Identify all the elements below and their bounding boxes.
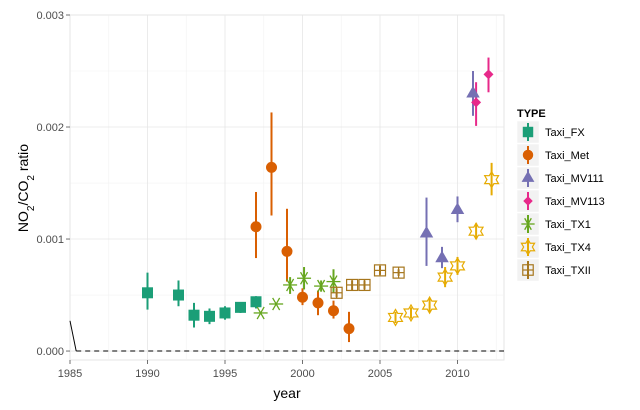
legend-label-taxi-mv111: Taxi_MV111 bbox=[545, 173, 604, 185]
data-point-taxi-tx4 bbox=[468, 221, 485, 241]
legend-item-taxi-fx: Taxi_FX bbox=[516, 120, 585, 144]
data-point-taxi-fx bbox=[188, 309, 200, 321]
data-point-taxi-fx bbox=[142, 287, 153, 299]
edge-segment-line bbox=[69, 320, 77, 352]
data-point-taxi-txii bbox=[358, 278, 371, 292]
legend-key-symbol bbox=[522, 126, 534, 138]
data-point-taxi-tx1 bbox=[314, 279, 329, 293]
legend-item-taxi-txii: Taxi_TXII bbox=[516, 258, 591, 282]
data-point-taxi-mv113 bbox=[471, 97, 482, 108]
data-point-taxi-tx4 bbox=[483, 170, 500, 189]
data-point-taxi-txii bbox=[392, 266, 405, 279]
legend-title: TYPE bbox=[517, 108, 546, 120]
data-point-taxi-txii bbox=[346, 278, 359, 292]
y-axis-title: NO2/CO2 ratio bbox=[15, 144, 37, 232]
data-point-taxi-mv113 bbox=[483, 69, 494, 80]
data-point-taxi-mv111 bbox=[450, 202, 465, 215]
data-point-taxi-tx4 bbox=[387, 308, 404, 327]
data-point-taxi-txii bbox=[330, 286, 343, 299]
data-point-taxi-mv111 bbox=[466, 85, 480, 98]
x-tick-label: 2010 bbox=[445, 368, 469, 380]
data-point-taxi-met bbox=[266, 161, 277, 173]
legend-label-taxi-txii: Taxi_TXII bbox=[545, 265, 591, 277]
legend-label-taxi-mv113: Taxi_MV113 bbox=[545, 196, 605, 208]
legend-item-taxi-mv113: Taxi_MV113 bbox=[516, 189, 605, 213]
data-point-taxi-tx4 bbox=[449, 256, 466, 276]
data-point-taxi-mv111 bbox=[419, 225, 434, 238]
data-point-taxi-fx bbox=[250, 296, 262, 308]
data-point-taxi-fx bbox=[235, 301, 246, 313]
data-points bbox=[142, 69, 500, 335]
data-point-taxi-tx1 bbox=[283, 278, 298, 292]
data-point-taxi-tx4 bbox=[421, 295, 438, 315]
legend-key-symbol bbox=[521, 170, 535, 182]
legend-key-symbol bbox=[522, 149, 534, 161]
legend: TYPE Taxi_FX Taxi_Met Taxi_MV111 Taxi_MV113… bbox=[516, 108, 605, 282]
data-point-taxi-met bbox=[297, 291, 308, 303]
y-tick-label: 0.002 bbox=[36, 122, 64, 134]
legend-key-symbol bbox=[523, 196, 533, 206]
data-point-taxi-tx1 bbox=[253, 306, 268, 320]
data-point-taxi-fx bbox=[204, 310, 215, 322]
data-point-taxi-mv111 bbox=[435, 250, 449, 263]
data-point-taxi-met bbox=[250, 221, 262, 233]
legend-key-symbol bbox=[522, 264, 534, 276]
data-point-taxi-tx1 bbox=[326, 275, 341, 288]
data-point-taxi-met bbox=[328, 305, 339, 317]
x-tick-label: 1985 bbox=[58, 368, 82, 380]
data-point-taxi-met bbox=[281, 245, 293, 257]
data-point-taxi-tx4 bbox=[403, 303, 419, 323]
axis-ticks: 1985 1990 1995 2000 2005 2010 0.000 0.001 0.002 0… bbox=[36, 10, 469, 380]
y-tick-label: 0.000 bbox=[36, 346, 64, 358]
reference-lines bbox=[69, 320, 504, 352]
plot-panel bbox=[69, 14, 505, 361]
data-point-taxi-met bbox=[343, 323, 355, 335]
legend-key-symbol bbox=[521, 217, 535, 231]
data-point-taxi-txii bbox=[373, 264, 387, 277]
legend-label-taxi-met: Taxi_Met bbox=[545, 150, 589, 162]
data-point-taxi-fx bbox=[173, 289, 184, 301]
x-axis-title: year bbox=[273, 385, 301, 401]
y-tick-label: 0.003 bbox=[36, 10, 64, 22]
data-point-taxi-tx1 bbox=[297, 271, 312, 285]
data-point-taxi-fx bbox=[219, 307, 231, 319]
legend-label-taxi-tx4: Taxi_TX4 bbox=[545, 242, 591, 254]
x-tick-label: 1995 bbox=[213, 368, 237, 380]
data-point-taxi-tx4 bbox=[437, 267, 454, 287]
legend-item-taxi-tx1: Taxi_TX1 bbox=[516, 212, 591, 236]
legend-label-taxi-tx1: Taxi_TX1 bbox=[545, 219, 591, 231]
legend-item-taxi-tx4: Taxi_TX4 bbox=[516, 235, 591, 259]
x-tick-label: 2000 bbox=[290, 368, 314, 380]
x-tick-label: 2005 bbox=[368, 368, 392, 380]
data-point-taxi-met bbox=[312, 297, 324, 309]
x-tick-label: 1990 bbox=[135, 368, 159, 380]
legend-item-taxi-met: Taxi_Met bbox=[516, 143, 589, 167]
legend-item-taxi-mv111: Taxi_MV111 bbox=[516, 166, 604, 190]
y-tick-label: 0.001 bbox=[36, 234, 64, 246]
data-point-taxi-tx1 bbox=[269, 297, 284, 311]
legend-key-symbol bbox=[520, 238, 536, 256]
legend-label-taxi-fx: Taxi_FX bbox=[545, 127, 585, 139]
